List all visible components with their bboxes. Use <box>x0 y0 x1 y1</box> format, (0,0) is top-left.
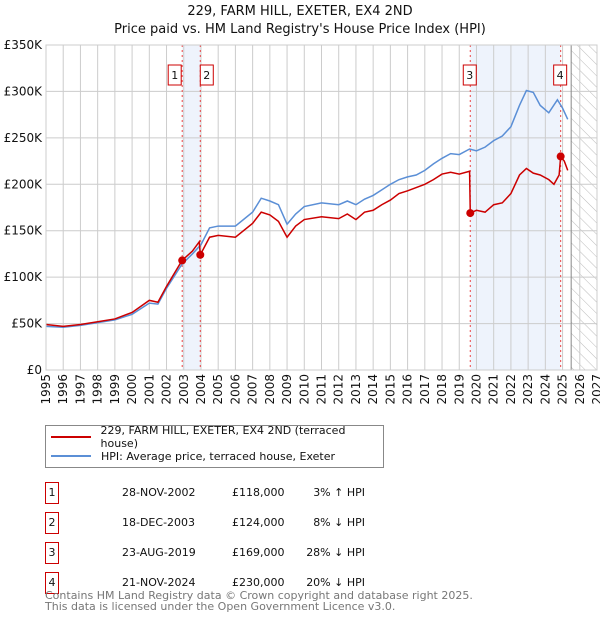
sale-price: £124,000 <box>232 516 285 529</box>
sale-hpi-diff: 8% ↓ HPI <box>313 516 365 529</box>
x-tick-label: 2013 <box>349 374 363 405</box>
sale-date: 18-DEC-2003 <box>122 516 196 529</box>
x-tick-label: 2006 <box>228 374 242 405</box>
sale-date: 23-AUG-2019 <box>122 546 196 559</box>
sale-label-box <box>462 64 477 86</box>
x-tick-label: 1995 <box>39 374 53 405</box>
legend-item-hpi: HPI: Average price, terraced house, Exet… <box>51 447 335 465</box>
sale-period-shading <box>470 45 561 370</box>
y-tick-label: £150K <box>4 224 44 238</box>
x-tick-label: 2019 <box>452 374 466 405</box>
sale-label: 2 <box>203 69 210 82</box>
y-tick-label: £100K <box>4 270 44 284</box>
x-tick-label: 2010 <box>297 374 311 405</box>
sale-point <box>196 250 205 259</box>
sale-row: 4 21-NOV-2024 £230,000 20% ↓ HPI <box>45 572 385 594</box>
x-tick-label: 2012 <box>332 374 346 405</box>
legend-label: 229, FARM HILL, EXETER, EX4 2ND (terrace… <box>100 424 346 450</box>
footer: Contains HM Land Registry data © Crown c… <box>45 590 473 612</box>
x-tick-label: 2014 <box>366 374 380 405</box>
x-tick-label: 2009 <box>280 374 294 405</box>
x-tick-label: 2021 <box>487 374 501 405</box>
x-tick-label: 2018 <box>435 374 449 405</box>
sale-number-badge: 4 <box>45 572 59 594</box>
sale-price: £118,000 <box>232 486 285 499</box>
y-tick-label: £50K <box>11 317 43 331</box>
x-tick-label: 2007 <box>246 374 260 405</box>
y-tick-label: £350K <box>4 38 44 52</box>
sale-number-badge: 2 <box>45 512 59 534</box>
x-tick-label: 1996 <box>56 374 70 405</box>
line-chart: 1995 1996 1997 1998 1999 2000 2001 2002 2003 2004… <box>4 38 600 405</box>
sale-point <box>466 209 475 218</box>
x-tick-label: 2017 <box>418 374 432 405</box>
sale-label-box <box>167 64 182 86</box>
sale-label: 1 <box>171 69 178 82</box>
x-tick-label: 2022 <box>504 374 518 405</box>
chart-subtitle: Price paid vs. HM Land Registry's House … <box>114 22 486 37</box>
legend: 229, FARM HILL, EXETER, EX4 2ND (terrace… <box>45 424 384 468</box>
x-tick-label: 2005 <box>211 374 225 405</box>
sale-date: 21-NOV-2024 <box>122 576 196 589</box>
x-tick-label: 2003 <box>177 374 191 405</box>
footer-line: Contains HM Land Registry data © Crown c… <box>45 589 473 602</box>
sale-row: 1 28-NOV-2002 £118,000 3% ↑ HPI <box>45 482 385 504</box>
x-tick-label: 2004 <box>194 374 208 405</box>
sale-point <box>556 152 565 161</box>
x-tick-label: 2025 <box>556 374 570 405</box>
sale-date: 28-NOV-2002 <box>122 486 196 499</box>
sale-row: 2 18-DEC-2003 £124,000 8% ↓ HPI <box>45 512 385 534</box>
forecast-hatch <box>571 45 597 370</box>
sale-hpi-diff: 3% ↑ HPI <box>313 486 365 499</box>
sale-number-badge: 3 <box>45 542 59 564</box>
x-tick-label: 2026 <box>573 374 587 405</box>
legend-item-property: 229, FARM HILL, EXETER, EX4 2ND (terrace… <box>51 424 383 450</box>
sale-period-shading <box>182 45 201 370</box>
footer-line: This data is licensed under the Open Gov… <box>45 600 396 613</box>
sale-hpi-diff: 28% ↓ HPI <box>306 546 365 559</box>
hpi-line <box>45 89 569 329</box>
x-tick-label: 2027 <box>590 374 600 405</box>
legend-swatch-red <box>51 436 91 438</box>
y-tick-label: £200K <box>4 177 44 191</box>
sale-price: £169,000 <box>232 546 285 559</box>
sale-number-badge: 1 <box>45 482 59 504</box>
x-tick-label: 2023 <box>521 374 535 405</box>
sale-price: £230,000 <box>232 576 285 589</box>
legend-swatch-blue <box>51 455 91 457</box>
sale-label: 4 <box>557 69 564 82</box>
y-tick-label: £250K <box>4 131 44 145</box>
chart-title: 229, FARM HILL, EXETER, EX4 2ND <box>187 4 413 19</box>
x-tick-label: 2001 <box>142 374 156 405</box>
x-tick-label: 1999 <box>108 374 122 405</box>
sale-label-box <box>553 64 568 86</box>
x-tick-label: 2002 <box>160 374 174 405</box>
sale-label-box <box>199 64 214 86</box>
x-tick-label: 2015 <box>383 374 397 405</box>
x-tick-label: 1998 <box>91 374 105 405</box>
legend-label: HPI: Average price, terraced house, Exet… <box>101 449 336 463</box>
x-tick-label: 2008 <box>263 374 277 405</box>
x-tick-label: 2020 <box>469 374 483 405</box>
sale-label: 3 <box>466 69 473 82</box>
x-tick-label: 2024 <box>538 374 552 405</box>
x-tick-label: 2011 <box>315 374 329 405</box>
x-tick-label: 2000 <box>125 374 139 405</box>
x-tick-label: 1997 <box>73 374 87 405</box>
x-tick-label: 2016 <box>401 374 415 405</box>
y-tick-label: £300K <box>4 84 44 98</box>
sale-hpi-diff: 20% ↓ HPI <box>306 576 365 589</box>
plot-frame <box>45 44 598 371</box>
sale-point <box>178 256 187 265</box>
sale-row: 3 23-AUG-2019 £169,000 28% ↓ HPI <box>45 542 385 564</box>
y-tick-label: £0 <box>27 363 42 377</box>
